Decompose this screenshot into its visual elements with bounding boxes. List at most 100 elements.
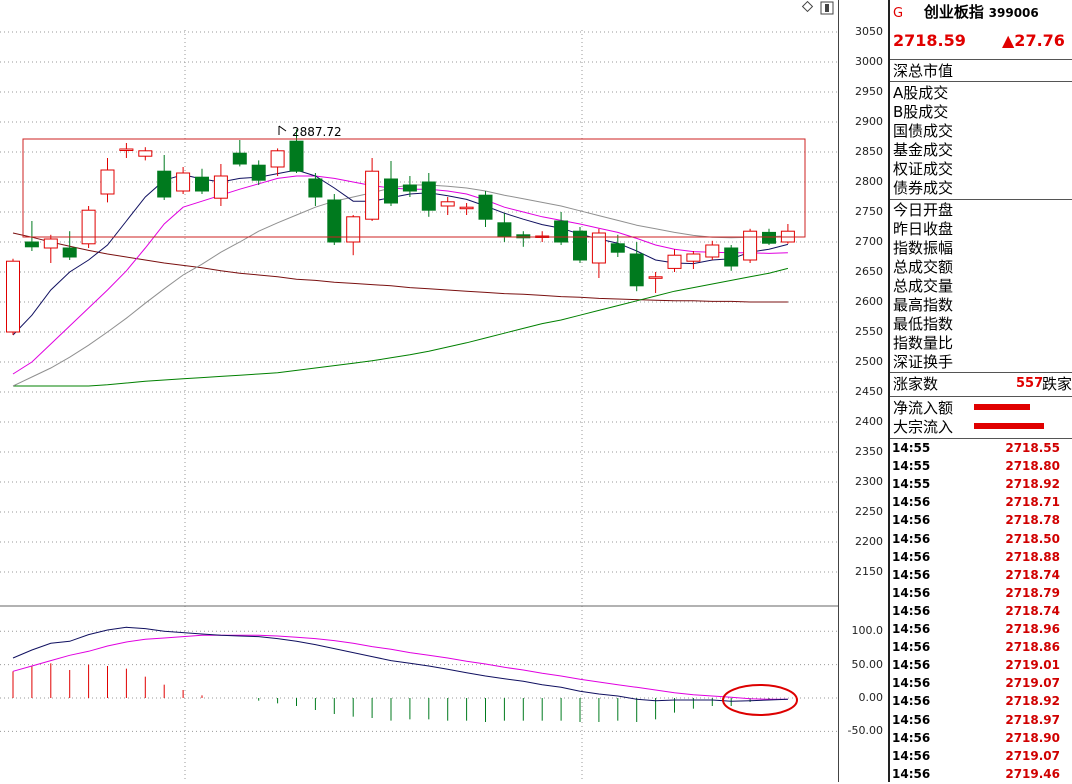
candle — [251, 160, 266, 185]
candle — [724, 245, 739, 271]
tick-price: 2719.01 — [1005, 658, 1060, 673]
candle — [365, 158, 380, 221]
macd-tick: 50.00 — [851, 657, 884, 671]
candle-body — [516, 234, 531, 239]
ma10-line — [12, 175, 788, 375]
candle-body — [270, 150, 285, 168]
tick-row: 14:56 2719.07 — [892, 748, 1070, 766]
price-tick: 2450 — [855, 385, 883, 398]
diamond-icon[interactable] — [801, 0, 814, 13]
candle — [516, 231, 531, 247]
price-tick: 2850 — [855, 145, 883, 158]
last-price: 2718.59 — [893, 31, 966, 50]
tick-time: 14:56 — [892, 676, 931, 691]
ma120-line — [12, 232, 788, 303]
tick-row: 14:56 2718.74 — [892, 603, 1070, 621]
tick-row: 14:55 2718.80 — [892, 458, 1070, 476]
tick-row: 14:56 2718.96 — [892, 621, 1070, 639]
tick-price: 2719.07 — [1005, 748, 1060, 763]
price-tick: 2750 — [855, 205, 883, 218]
index-code: 399006 — [988, 6, 1039, 20]
flag-badge: G — [893, 6, 904, 21]
tick-row: 14:55 2718.55 — [892, 440, 1070, 458]
kline-chart[interactable]: 2887.72 — [0, 0, 838, 782]
candle — [270, 148, 285, 176]
candle — [402, 176, 417, 197]
candle-body — [213, 175, 228, 199]
candle — [138, 147, 153, 161]
tick-price: 2718.79 — [1005, 585, 1060, 600]
candle-body — [610, 243, 625, 253]
tick-row: 14:55 2718.92 — [892, 476, 1070, 494]
candle — [743, 228, 758, 263]
candle — [24, 221, 39, 251]
stat-label: 总成交额 — [893, 258, 954, 276]
candle — [6, 258, 20, 335]
stat-label: 总成交量 — [893, 277, 954, 295]
price-tick: 2950 — [855, 85, 883, 98]
candle-body — [724, 247, 739, 267]
candle-body — [251, 164, 266, 181]
candle-body — [100, 169, 115, 195]
candle-body — [762, 231, 776, 244]
candle-body — [459, 206, 474, 210]
tick-time: 14:56 — [892, 513, 931, 528]
trade-label: 基金成交 — [893, 141, 954, 159]
candle-body — [138, 150, 153, 157]
tick-row: 14:56 2718.97 — [892, 712, 1070, 730]
flow-label-net: 净流入额 — [893, 399, 954, 417]
rise-label: 涨家数 — [893, 375, 939, 393]
tick-row: 14:56 2718.92 — [892, 693, 1070, 711]
stat-label: 指数量比 — [893, 334, 954, 352]
stat-label: 最低指数 — [893, 315, 954, 333]
candle-body — [81, 209, 96, 245]
candle — [686, 251, 701, 269]
price-tick: 2700 — [855, 235, 883, 248]
tick-price: 2718.55 — [1005, 441, 1060, 455]
candle-body — [308, 178, 323, 198]
tick-price: 2718.88 — [1005, 549, 1060, 564]
candle-body — [478, 194, 493, 220]
price-tick: 2650 — [855, 265, 883, 278]
trade-label: A股成交 — [893, 84, 949, 102]
index-name: 创业板指 — [923, 3, 984, 21]
tick-price: 2718.50 — [1005, 531, 1060, 546]
rise-count: 557 — [1016, 376, 1044, 391]
candle-body — [629, 253, 644, 287]
tick-row: 14:56 2718.71 — [892, 494, 1070, 512]
candle-body — [346, 216, 361, 243]
candle-body — [743, 230, 758, 261]
tick-price: 2718.74 — [1005, 567, 1060, 582]
price-axis: 3050 3000 2950 2900 2850 2800 2750 2700 2650 2600… — [838, 0, 889, 782]
candle-body — [24, 241, 39, 248]
candle — [497, 213, 512, 242]
candle — [346, 215, 361, 256]
tick-row: 14:56 2718.88 — [892, 549, 1070, 567]
candle — [195, 168, 209, 194]
candle-body — [62, 247, 77, 258]
flow-label-block: 大宗流入 — [893, 418, 954, 436]
scroll-icon[interactable] — [820, 1, 834, 15]
tick-time: 14:56 — [892, 712, 931, 727]
tick-price: 2718.71 — [1005, 495, 1060, 510]
price-tick: 2250 — [855, 505, 883, 518]
tick-time: 14:55 — [892, 477, 931, 492]
market-value-label: 深总市值 — [893, 62, 954, 80]
price-tick: 2150 — [855, 565, 883, 578]
tick-price: 2719.07 — [1005, 676, 1060, 691]
stat-label: 深证换手 — [893, 353, 954, 371]
tick-row: 14:56 2719.01 — [892, 657, 1070, 675]
candle-body — [157, 170, 172, 198]
block-flow-bar — [974, 423, 1044, 429]
macd-tick: 100.0 — [851, 624, 884, 638]
tick-row: 14:56 2718.90 — [892, 730, 1070, 748]
candle — [308, 173, 323, 206]
candle-body — [573, 230, 587, 261]
tick-price: 2718.90 — [1005, 730, 1060, 745]
price-tick: 2600 — [855, 295, 883, 308]
candle — [327, 194, 342, 245]
ma20-line — [12, 184, 788, 387]
stat-label: 指数振幅 — [893, 239, 954, 257]
dif-line — [12, 626, 788, 702]
tick-row: 14:56 2718.86 — [892, 639, 1070, 657]
